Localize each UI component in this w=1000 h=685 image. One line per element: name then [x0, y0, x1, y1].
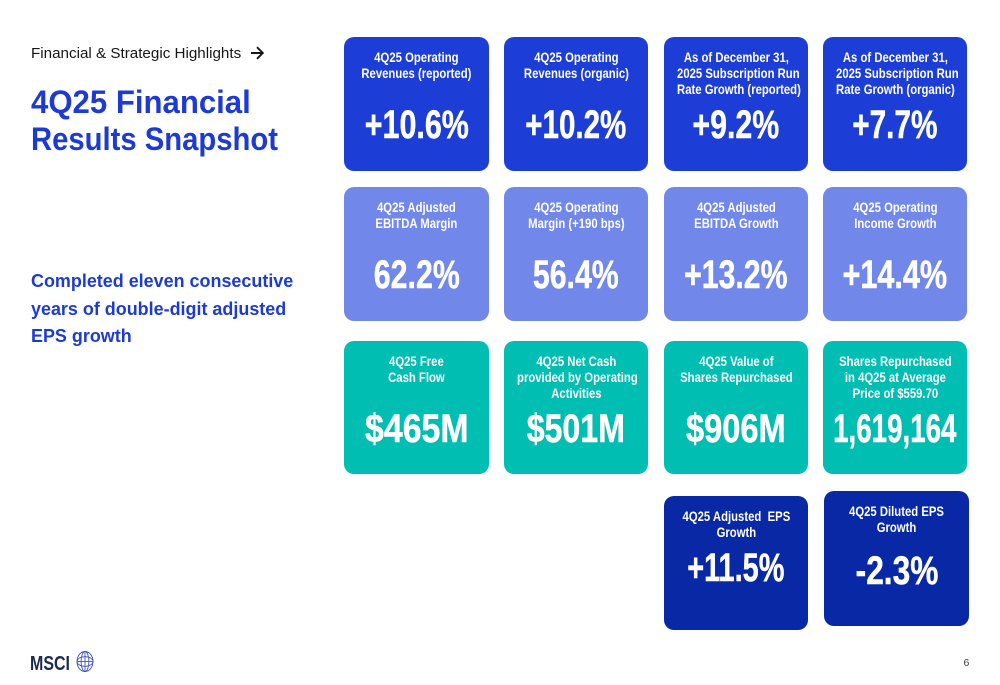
svg-text:MSCI: MSCI	[30, 651, 70, 674]
